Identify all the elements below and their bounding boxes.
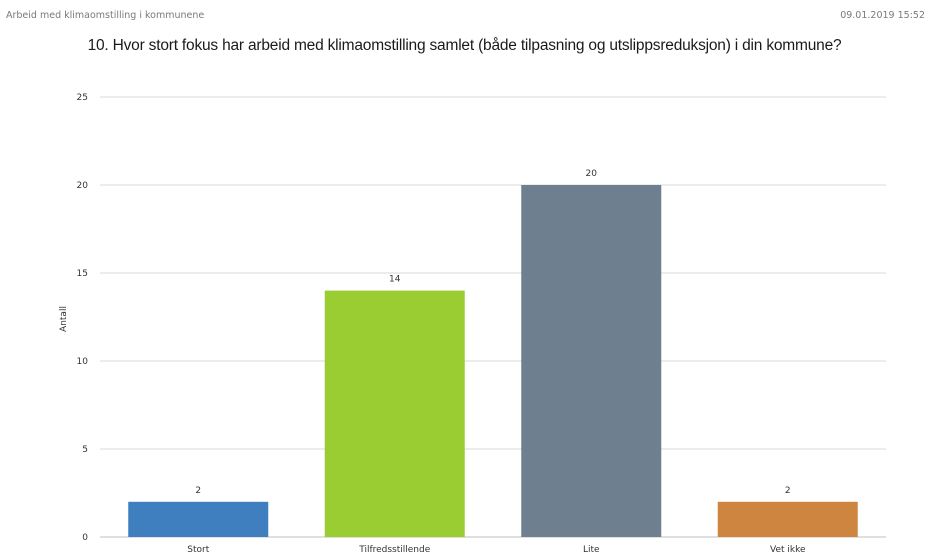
bar-lite — [521, 185, 662, 537]
bars — [128, 185, 858, 537]
x-category-label: Tilfredsstillende — [358, 545, 431, 555]
y-tick-label: 20 — [77, 181, 89, 191]
y-axis-ticks: 0 5 10 15 20 25 — [77, 93, 89, 543]
timestamp: 09.01.2019 15:52 — [840, 10, 925, 21]
y-tick-label: 15 — [77, 269, 88, 279]
x-category-label: Vet ikke — [770, 545, 806, 555]
x-category-label: Lite — [583, 545, 600, 555]
data-label: 2 — [785, 486, 791, 496]
y-tick-label: 0 — [82, 533, 88, 543]
bar-vet-ikke — [717, 501, 858, 537]
y-tick-label: 10 — [77, 357, 89, 367]
data-label: 14 — [389, 275, 401, 285]
survey-name: Arbeid med klimaomstilling i kommunene — [6, 10, 205, 21]
bar-stort — [128, 501, 269, 537]
y-axis-label: Antall — [59, 306, 69, 332]
data-label: 20 — [586, 169, 598, 179]
data-labels: 2 14 20 2 — [195, 169, 790, 496]
category-labels: Stort Tilfredsstillende Lite Vet ikke — [187, 545, 806, 555]
x-category-label: Stort — [187, 545, 209, 555]
gridlines — [100, 96, 886, 538]
y-tick-label: 5 — [82, 445, 88, 455]
chart-title: 10. Hvor stort fokus har arbeid med klim… — [87, 37, 842, 54]
data-label: 2 — [195, 486, 201, 496]
bar-tilfredsstillende — [324, 290, 465, 537]
y-tick-label: 25 — [77, 93, 88, 103]
